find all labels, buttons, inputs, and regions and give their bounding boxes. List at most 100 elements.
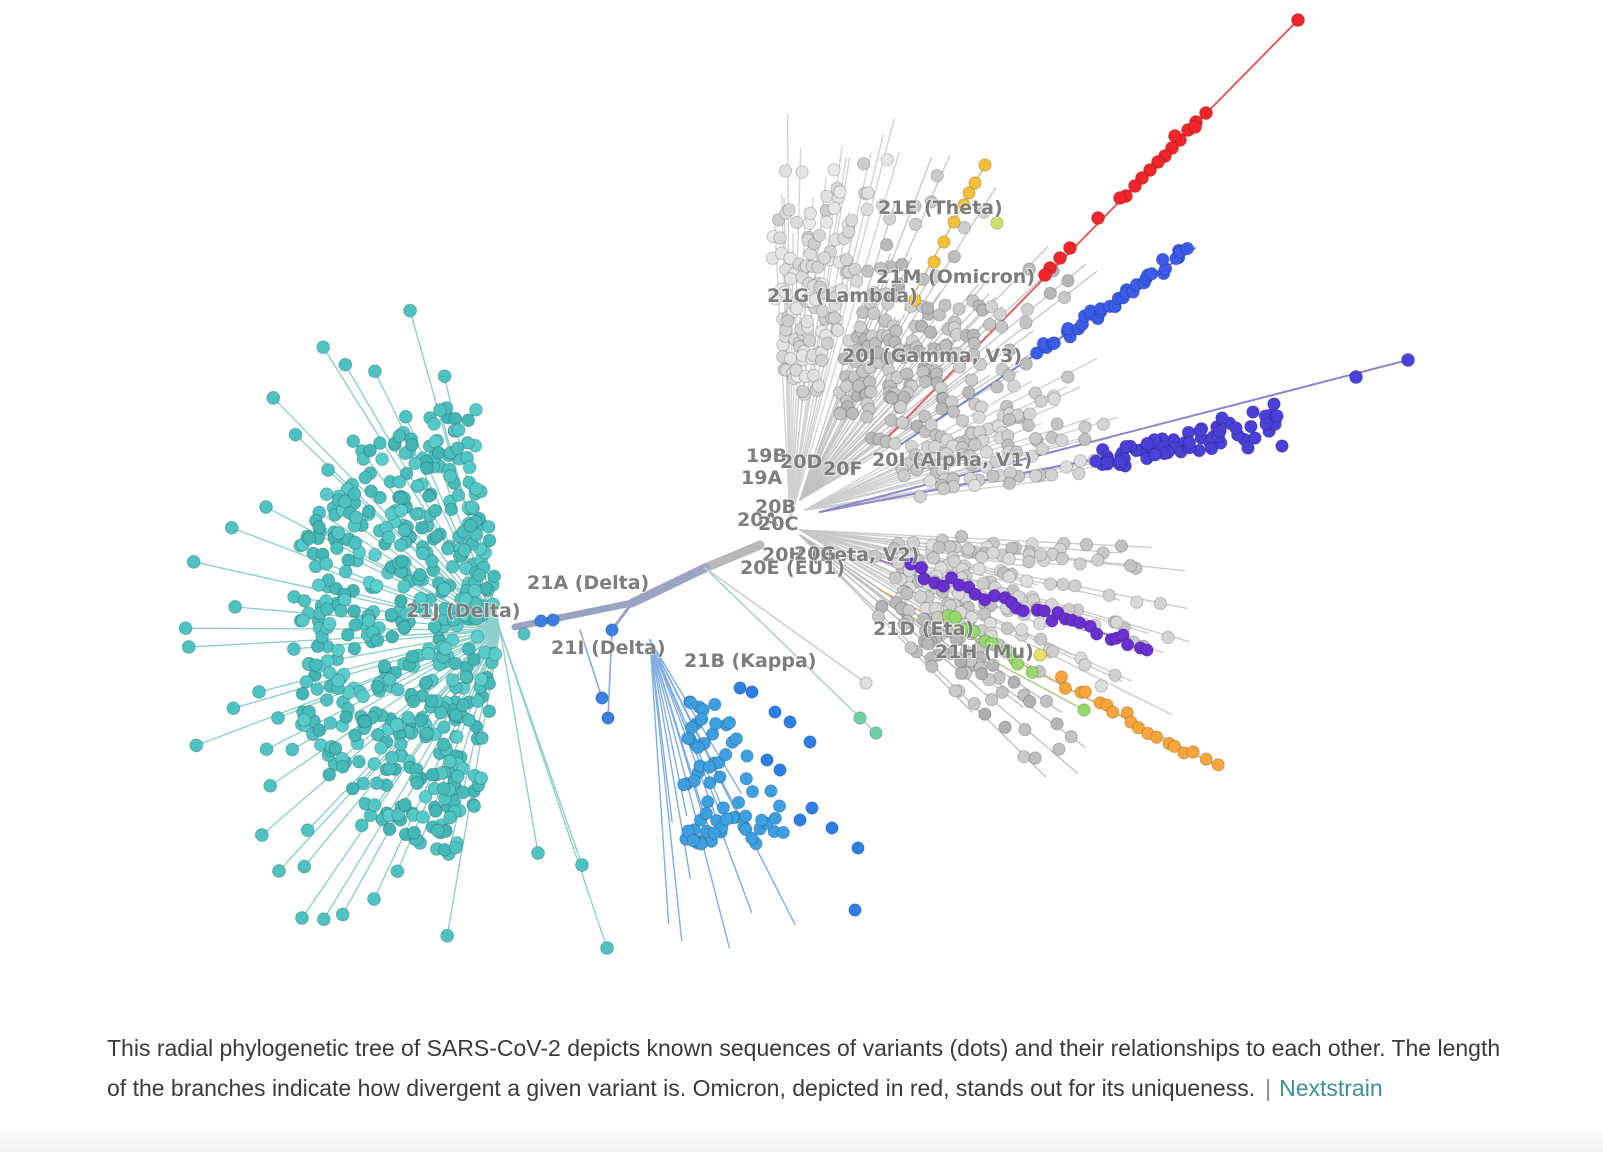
delta-21j-dot[interactable] [352,754,366,769]
delta-21j-dot[interactable] [600,941,614,955]
base-clade-dot[interactable] [918,409,932,424]
delta-21j-dot[interactable] [394,594,408,608]
eta-dot[interactable] [1186,745,1200,759]
base-clade-dot[interactable] [1094,679,1109,693]
base-clade-dot[interactable] [1002,476,1016,490]
delta-21j-dot[interactable] [331,673,346,688]
alpha-dot[interactable] [1119,439,1133,454]
base-clade-dot[interactable] [916,272,930,286]
kappa-dot[interactable] [738,809,753,823]
base-clade-dot[interactable] [817,251,832,265]
base-clade-dot[interactable] [844,213,859,228]
delta-21j-dot[interactable] [444,502,459,517]
base-clade-dot[interactable] [1114,539,1129,553]
delta-21j-dot[interactable] [367,892,381,906]
delta-21j-dot[interactable] [395,554,409,569]
base-clade-dot[interactable] [978,707,992,721]
base-clade-dot[interactable] [1022,694,1037,709]
delta-21j-dot[interactable] [308,658,323,672]
delta-21j-dot[interactable] [288,427,303,442]
base-clade-dot[interactable] [1078,420,1092,434]
delta-21j-dot[interactable] [425,767,440,782]
delta-21j-dot[interactable] [469,481,484,496]
base-clade-dot[interactable] [857,157,871,171]
base-clade-dot[interactable] [1020,574,1034,588]
delta-21j-dot[interactable] [481,520,496,534]
delta-21j-dot[interactable] [445,633,460,647]
base-clade-dot[interactable] [984,692,999,707]
delta-21j-dot[interactable] [433,403,447,417]
delta-21j-dot[interactable] [410,776,425,791]
kappa-dot[interactable] [719,747,733,762]
delta-21j-dot[interactable] [390,682,405,697]
delta-21j-dot[interactable] [469,611,484,626]
base-clade-dot[interactable] [860,202,874,217]
base-clade-dot[interactable] [812,379,826,393]
delta-21j-dot[interactable] [392,475,407,489]
theta-dot[interactable] [968,176,982,190]
base-clade-dot[interactable] [1034,632,1048,646]
delta-21j-dot[interactable] [362,613,376,628]
delta-21j-dot[interactable] [457,543,472,558]
base-clade-dot[interactable] [1161,630,1175,645]
delta-21j-dot[interactable] [297,713,312,727]
delta-21j-dot[interactable] [475,731,489,745]
delta-21j-dot[interactable] [345,781,360,796]
delta-21j-dot[interactable] [310,682,325,696]
delta-21j-dot[interactable] [263,778,278,793]
base-clade-dot[interactable] [948,684,962,698]
alpha-dot[interactable] [1113,454,1128,469]
theta-dot[interactable] [957,198,971,212]
delta-21j-dot[interactable] [340,627,355,642]
omicron-dot[interactable] [1291,13,1305,27]
base-clade-dot[interactable] [803,206,817,221]
base-clade-dot[interactable] [1091,553,1105,567]
delta-21j-dot[interactable] [401,710,416,725]
base-clade-dot[interactable] [1068,579,1082,593]
delta-21j-dot[interactable] [339,710,354,724]
base-clade-dot[interactable] [955,414,970,428]
delta-21j-dot[interactable] [436,720,451,735]
delta-21j-dot[interactable] [449,840,463,855]
base-clade-dot[interactable] [880,153,894,167]
base-clade-dot[interactable] [1061,370,1075,384]
sequence-dot[interactable] [859,676,873,690]
alpha-dot[interactable] [1182,435,1197,450]
delta-21j-dot[interactable] [295,911,309,925]
delta-21j-dot[interactable] [487,569,502,584]
base-clade-dot[interactable] [782,203,796,217]
kappa-dot[interactable] [772,799,787,813]
kappa-dot[interactable] [716,801,731,815]
delta-21j-dot[interactable] [259,500,273,514]
kappa-dot[interactable] [783,715,797,729]
base-clade-dot[interactable] [819,215,834,229]
base-clade-dot[interactable] [932,540,946,555]
beta-dot[interactable] [1090,627,1104,641]
base-clade-dot[interactable] [982,317,997,332]
delta-21j-dot[interactable] [482,704,497,719]
base-clade-dot[interactable] [895,415,910,430]
delta-21j-dot[interactable] [335,907,350,922]
beta-dot[interactable] [1120,638,1135,652]
base-clade-dot[interactable] [927,440,942,454]
base-clade-dot[interactable] [1096,417,1111,431]
delta-21j-dot[interactable] [470,629,485,644]
base-clade-dot[interactable] [1153,596,1168,611]
omicron-dot[interactable] [1113,191,1127,205]
delta-21j-dot[interactable] [335,759,350,774]
base-clade-dot[interactable] [853,320,868,334]
base-clade-dot[interactable] [921,637,935,651]
delta-21j-dot[interactable] [319,487,334,502]
alpha-dot[interactable] [1089,454,1103,469]
delta-21j-dot[interactable] [474,672,489,687]
base-clade-dot[interactable] [1020,302,1035,317]
delta-21j-dot[interactable] [228,599,243,614]
alpha-dot[interactable] [1244,419,1258,434]
delta-21i-dot[interactable] [534,614,548,628]
delta-21j-dot[interactable] [367,364,382,379]
delta-21j-dot[interactable] [259,742,274,757]
delta-21j-dot[interactable] [448,656,463,671]
base-clade-dot[interactable] [976,576,990,591]
mu-dot[interactable] [967,624,981,639]
delta-21j-dot[interactable] [181,640,196,654]
